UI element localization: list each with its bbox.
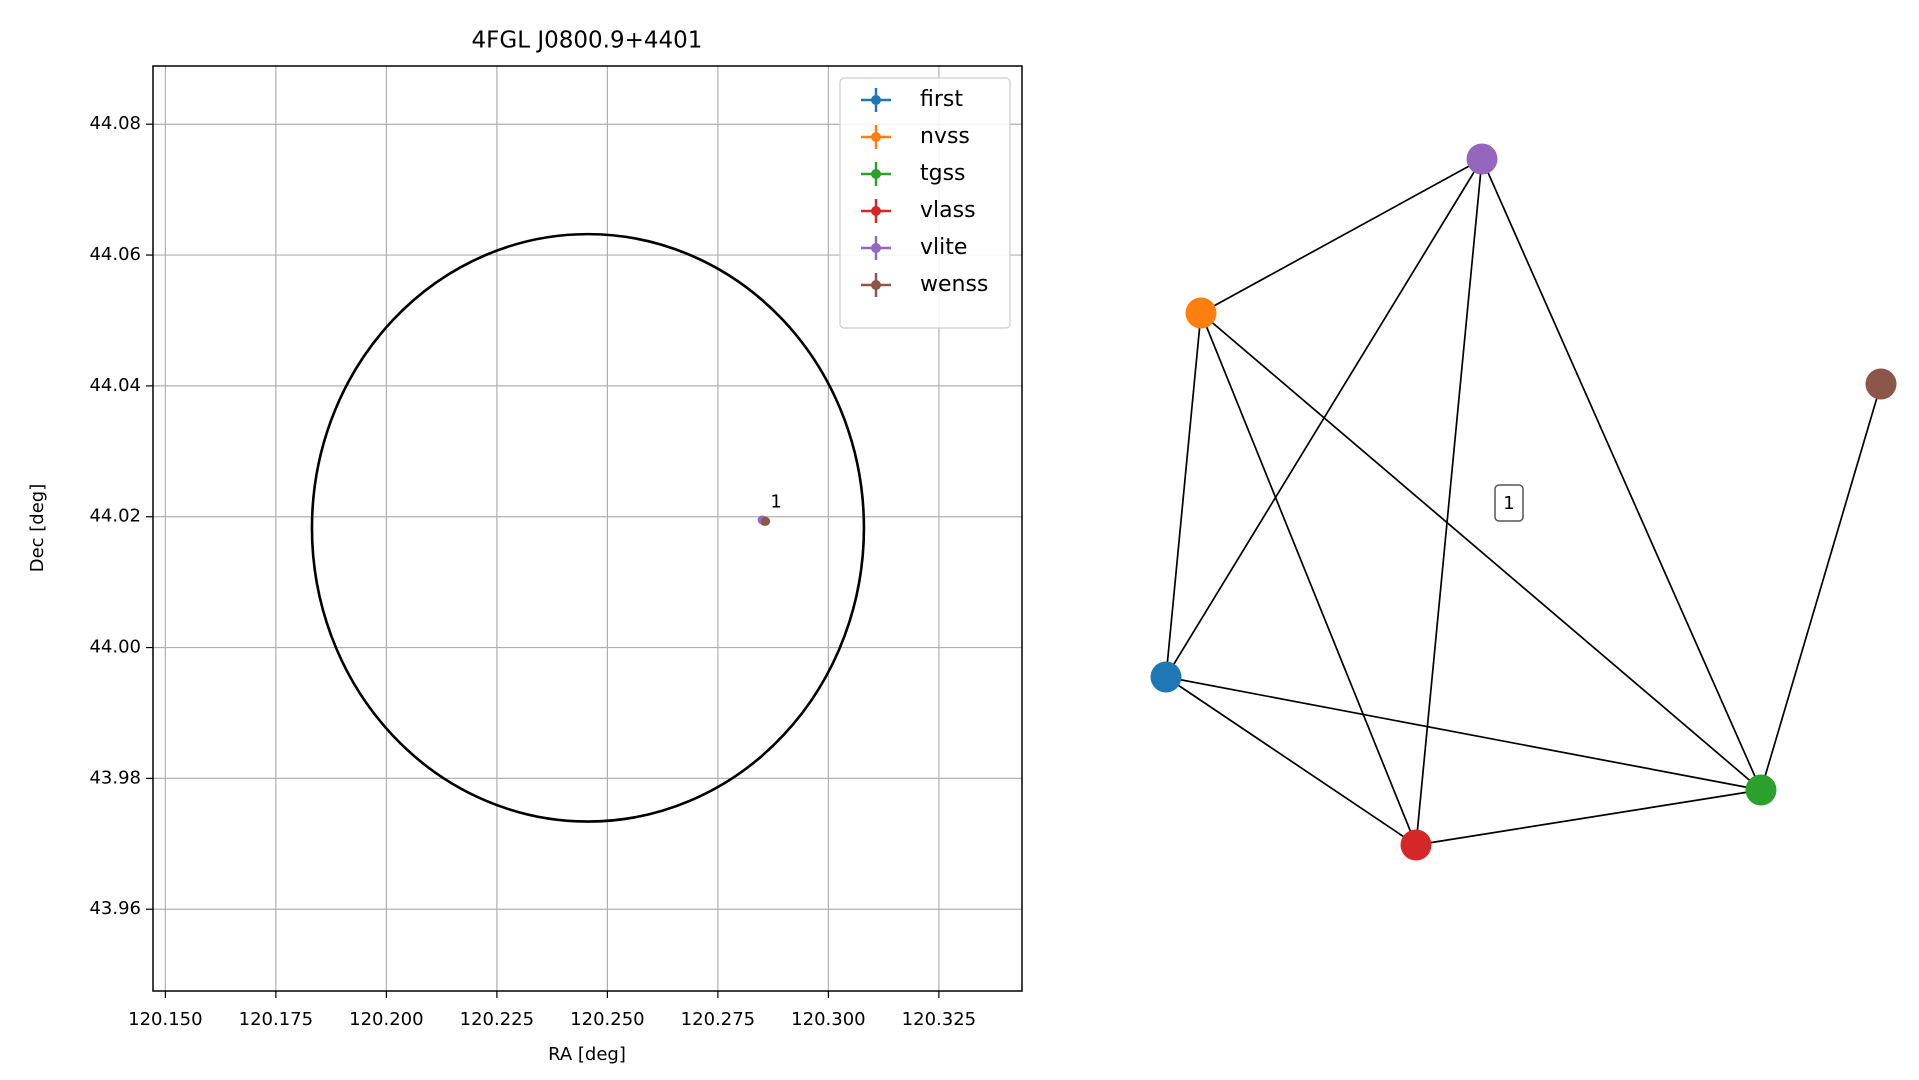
edge [1415, 789, 1762, 846]
legend-marker [871, 169, 881, 179]
legend-marker [871, 206, 881, 216]
y-tick-label: 43.96 [89, 898, 141, 919]
legend-label: tgss [920, 161, 966, 186]
x-tick-label: 120.250 [570, 1009, 644, 1030]
legend-marker [871, 280, 881, 290]
node [1185, 297, 1217, 329]
legend-marker [871, 95, 881, 105]
edge [1415, 158, 1483, 846]
edge [1760, 383, 1882, 791]
network-graph [1165, 158, 1882, 846]
legend-label: nvss [920, 124, 970, 149]
x-tick-label: 120.225 [460, 1009, 534, 1030]
node [1745, 774, 1777, 806]
edge [1200, 312, 1417, 846]
legend-label: wenss [920, 272, 988, 297]
data-point [761, 516, 771, 526]
legend-marker [871, 132, 881, 142]
y-tick-label: 44.08 [89, 113, 141, 134]
x-tick-label: 120.300 [791, 1009, 865, 1030]
plot-area: 120.150 120.175 120.200 120.225 120.250 120.2… [89, 66, 1022, 1030]
x-tick-label: 120.325 [902, 1009, 976, 1030]
x-tick-label: 120.150 [128, 1009, 202, 1030]
y-tick-label: 44.02 [89, 506, 141, 527]
edge [1165, 312, 1202, 678]
graph-nodes [1150, 143, 1897, 861]
legend-marker [871, 243, 881, 253]
node [1466, 143, 1498, 175]
x-tick-label: 120.200 [349, 1009, 423, 1030]
y-tick-label: 44.00 [89, 637, 141, 658]
chart-title: 4FGL J0800.9+4401 [472, 28, 703, 54]
edge-label-box [1494, 484, 1524, 522]
edge [1481, 158, 1762, 791]
x-tick-label: 120.175 [239, 1009, 313, 1030]
legend-label: first [920, 87, 963, 112]
axes-frame [152, 65, 1023, 992]
localization-circle [310, 232, 866, 823]
edge [1165, 676, 1762, 791]
edge [1200, 158, 1483, 314]
edge-label: 1 [1503, 493, 1514, 514]
node [1865, 368, 1897, 400]
x-tick-label: 120.275 [681, 1009, 755, 1030]
y-tick-label: 43.98 [89, 767, 141, 788]
edge [1165, 676, 1417, 846]
edge [1200, 312, 1762, 791]
annotation: 1 [770, 492, 781, 513]
x-axis-label: RA [deg] [548, 1044, 626, 1065]
node [1400, 829, 1432, 861]
y-axis-label: Dec [deg] [27, 484, 48, 573]
y-tick-label: 44.04 [89, 375, 141, 396]
legend-box [839, 77, 1011, 329]
node [1150, 661, 1182, 693]
legend-label: vlite [920, 235, 967, 260]
y-tick-label: 44.06 [89, 244, 141, 265]
legend-label: vlass [920, 198, 976, 223]
